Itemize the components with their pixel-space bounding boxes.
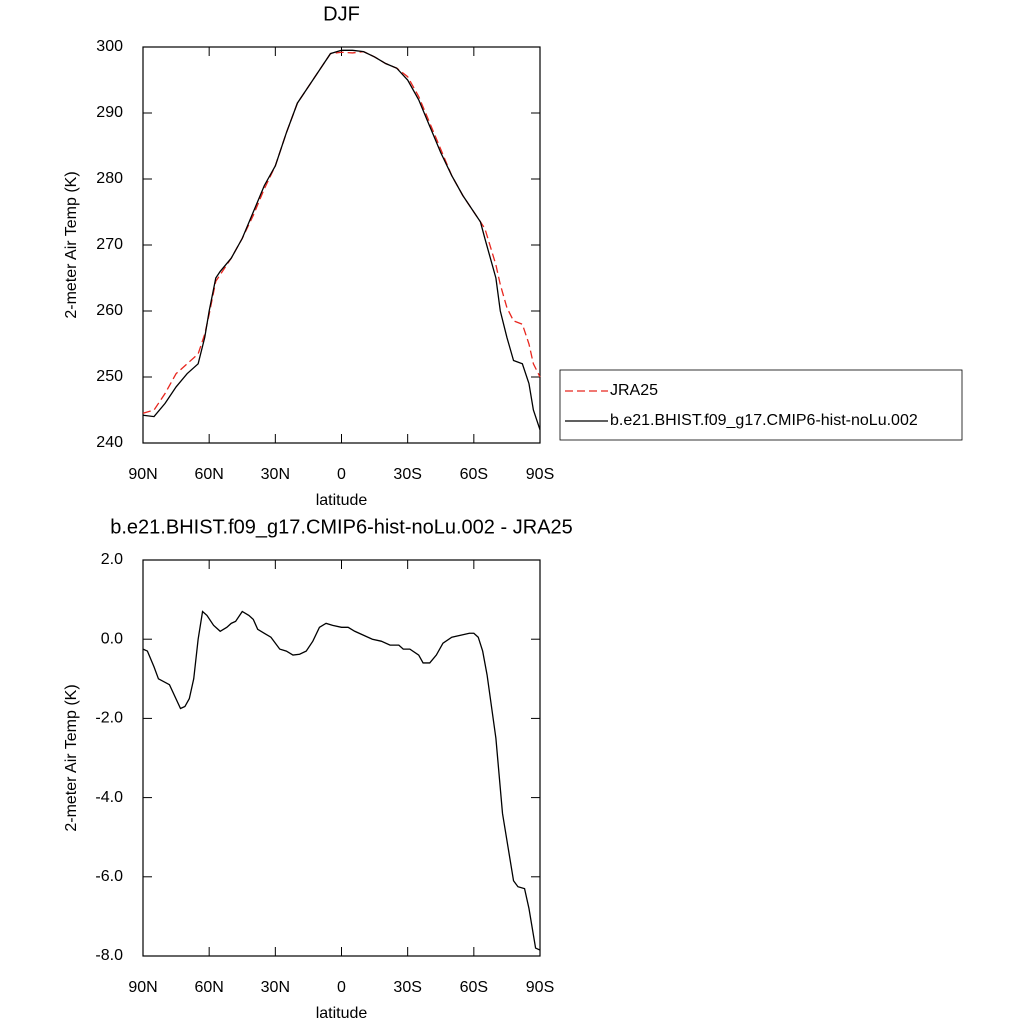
x-tick-label: 60S: [460, 466, 488, 483]
chart-title: b.e21.BHIST.f09_g17.CMIP6-hist-noLu.002 …: [110, 516, 572, 538]
y-axis-label: 2-meter Air Temp (K): [63, 171, 80, 318]
x-tick-label: 90S: [526, 466, 554, 483]
x-tick-label: 30N: [261, 979, 290, 996]
y-tick-label: -6.0: [95, 868, 123, 885]
x-tick-label: 60N: [194, 466, 223, 483]
plot-frame: [142, 559, 541, 957]
y-tick-label: 280: [96, 170, 123, 187]
x-tick-label: 90S: [526, 979, 554, 996]
x-tick-label: 90N: [128, 466, 157, 483]
x-tick-label: 0: [337, 979, 346, 996]
y-tick-label: -2.0: [95, 710, 123, 727]
y-tick-label: 240: [96, 434, 123, 451]
y-tick-label: 250: [96, 368, 123, 385]
y-tick-label: 300: [96, 38, 123, 55]
x-tick-label: 60N: [194, 979, 223, 996]
data-line: [142, 49, 541, 431]
x-axis-label: latitude: [316, 1005, 368, 1022]
plot-frame: [142, 46, 541, 444]
y-tick-label: 0.0: [101, 630, 123, 647]
data-line: [142, 610, 541, 951]
y-tick-label: 2.0: [101, 551, 123, 568]
y-tick-label: 260: [96, 302, 123, 319]
legend-box: [559, 369, 963, 441]
x-tick-label: 30S: [393, 466, 421, 483]
y-tick-label: 270: [96, 236, 123, 253]
y-tick-label: 290: [96, 104, 123, 121]
x-tick-label: 0: [337, 466, 346, 483]
x-axis-label: latitude: [316, 492, 368, 509]
x-tick-label: 30N: [261, 466, 290, 483]
x-tick-label: 60S: [460, 979, 488, 996]
legend-label: JRA25: [610, 382, 658, 399]
x-tick-label: 30S: [393, 979, 421, 996]
y-tick-label: -4.0: [95, 789, 123, 806]
legend-label: b.e21.BHIST.f09_g17.CMIP6-hist-noLu.002: [610, 412, 918, 429]
x-tick-label: 90N: [128, 979, 157, 996]
data-line: [142, 50, 541, 414]
y-tick-label: -8.0: [95, 947, 123, 964]
y-axis-label: 2-meter Air Temp (K): [63, 684, 80, 831]
chart-title: DJF: [323, 3, 360, 25]
